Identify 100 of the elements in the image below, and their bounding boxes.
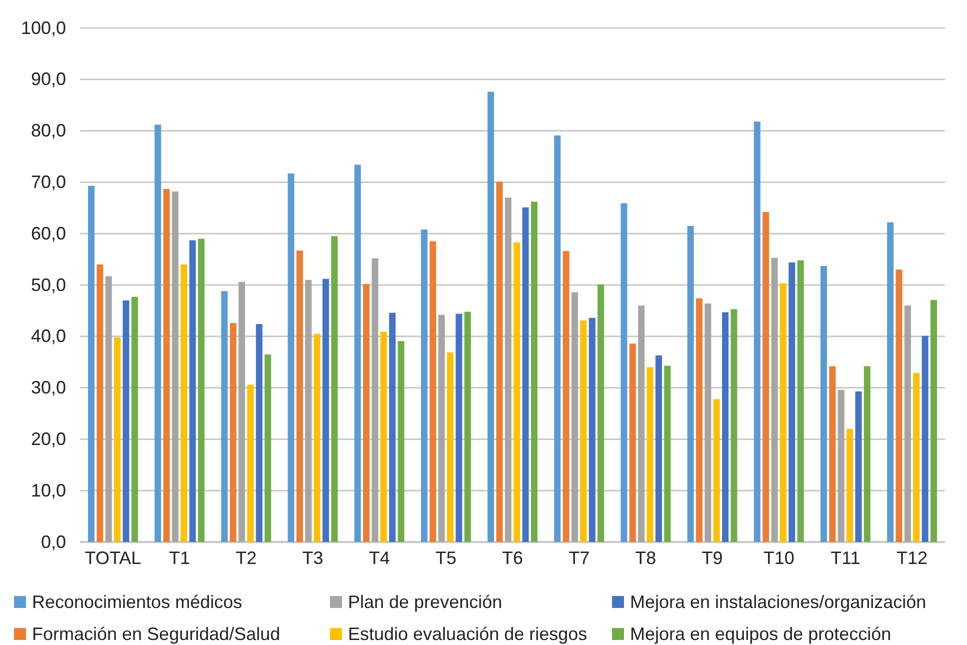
bar (730, 309, 738, 542)
bar (864, 366, 870, 542)
bar (664, 366, 671, 542)
bar (398, 341, 404, 542)
legend-label: Mejora en instalaciones/organización (630, 592, 926, 612)
x-tick-label: T5 (435, 548, 456, 568)
bar (305, 280, 312, 542)
bar (122, 300, 130, 542)
bar (114, 337, 121, 542)
y-tick-label: 0,0 (40, 532, 66, 552)
bar (88, 186, 95, 542)
bar (530, 202, 538, 542)
bar (620, 203, 628, 542)
bar (646, 367, 654, 542)
bar (922, 336, 928, 542)
y-tick-label: 50,0 (30, 274, 66, 295)
bar (247, 384, 254, 542)
bar (913, 372, 920, 542)
bar (438, 314, 445, 542)
bar (496, 182, 503, 542)
bar (363, 284, 370, 542)
bar (554, 135, 561, 542)
bar (354, 164, 361, 542)
bar (314, 334, 320, 542)
bar (180, 264, 188, 542)
bar (221, 291, 228, 542)
bar (571, 292, 578, 542)
y-tick-label: 30,0 (30, 378, 66, 398)
bar (588, 318, 596, 542)
bar (488, 92, 494, 542)
bar (456, 314, 462, 542)
bar (96, 264, 104, 542)
bar (580, 320, 587, 542)
bar (797, 260, 804, 542)
x-tick-label: T7 (568, 548, 590, 568)
legend-label: Plan de prevención (348, 592, 502, 612)
bar (687, 226, 694, 542)
bar (464, 312, 471, 542)
bar (829, 366, 836, 542)
bar (322, 278, 330, 542)
bar (131, 296, 138, 542)
bar (713, 399, 720, 542)
legend-label: Estudio evaluación de riesgos (348, 624, 588, 644)
x-tick-label: T12 (896, 548, 928, 568)
bar (522, 207, 529, 542)
x-tick-label: T11 (830, 548, 860, 568)
y-tick-label: 10,0 (30, 480, 66, 500)
bar (504, 198, 512, 542)
bar (163, 188, 170, 542)
bar (420, 229, 428, 542)
bar (514, 242, 520, 542)
bar (722, 312, 729, 542)
x-tick-label: T4 (368, 548, 390, 568)
bar (380, 332, 387, 542)
bar (780, 283, 786, 542)
bar (372, 258, 378, 542)
bar (655, 355, 662, 542)
bar (198, 238, 205, 542)
y-tick-label: 20,0 (30, 428, 66, 449)
legend-label: Mejora en equipos de protección (630, 624, 892, 644)
y-tick-label: 60,0 (30, 223, 66, 244)
y-tick-label: 90,0 (30, 69, 66, 90)
bar (762, 212, 770, 542)
bar (696, 298, 702, 542)
bar (754, 122, 760, 542)
bar (296, 250, 303, 542)
bar (446, 352, 454, 542)
bar (629, 344, 636, 542)
bar (838, 390, 844, 542)
x-tick-label: T1 (169, 548, 190, 568)
bar (704, 304, 712, 542)
x-tick-label: TOTAL (84, 548, 142, 568)
bar (638, 306, 645, 542)
bar (389, 312, 396, 542)
bar (562, 251, 570, 542)
bar (189, 240, 196, 542)
bar (788, 262, 796, 542)
x-tick-label: T2 (236, 548, 257, 568)
bar (288, 173, 294, 542)
bar (154, 124, 162, 542)
bar (264, 354, 272, 542)
bar (238, 282, 246, 542)
bar (846, 428, 854, 542)
bar (771, 258, 778, 542)
x-tick-label: T10 (763, 548, 794, 568)
bar (855, 391, 862, 542)
bar (930, 300, 938, 542)
bar (230, 323, 236, 542)
bar (172, 191, 178, 542)
y-tick-label: 70,0 (30, 172, 66, 192)
x-tick-label: T8 (635, 548, 656, 568)
bar (896, 270, 902, 542)
bar (331, 236, 338, 542)
legend-label: Reconocimientos médicos (32, 592, 242, 612)
bar (105, 276, 112, 542)
x-tick-label: T6 (502, 548, 524, 568)
x-tick-label: T9 (702, 548, 723, 568)
legend-label: Formación en Seguridad/Salud (32, 624, 280, 644)
bar (820, 266, 827, 542)
y-tick-label: 80,0 (30, 120, 66, 141)
